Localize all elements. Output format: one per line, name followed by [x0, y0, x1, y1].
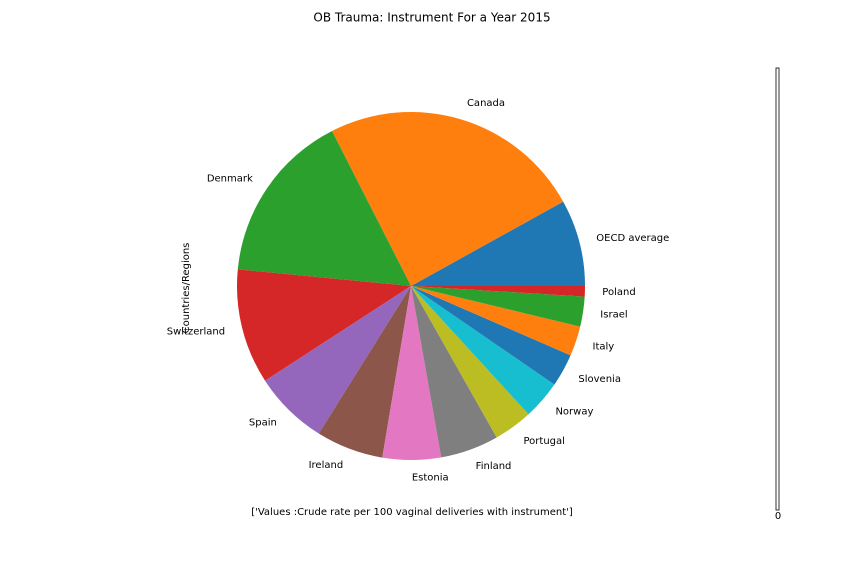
- y-axis-label: Countries/Regions: [181, 243, 192, 334]
- pie-slice: [382, 286, 442, 460]
- slice-label: Italy: [593, 342, 615, 353]
- pie-slice: [411, 286, 585, 297]
- slice-label: Denmark: [207, 173, 253, 184]
- slice-label: Ireland: [309, 460, 344, 471]
- chart-title: OB Trauma: Instrument For a Year 2015: [313, 11, 550, 25]
- slice-label: Norway: [555, 407, 593, 418]
- slice-label: Slovenia: [578, 374, 621, 385]
- slice-label: Spain: [249, 418, 277, 429]
- slice-label: Canada: [467, 98, 505, 109]
- slice-label: Portugal: [524, 436, 565, 447]
- pie-slice: [411, 286, 555, 415]
- pie-slice: [411, 286, 571, 385]
- slice-label: Switzerland: [167, 326, 225, 337]
- pie-slice: [332, 112, 564, 286]
- slice-label: Israel: [600, 309, 627, 320]
- pie-slice: [411, 286, 581, 356]
- pie-slice: [411, 286, 529, 438]
- slice-label: Poland: [602, 287, 635, 298]
- colorbar-tick-label: 0: [775, 511, 781, 522]
- pie-slice: [411, 286, 497, 458]
- colorbar: [775, 67, 780, 511]
- slice-label: Finland: [476, 461, 512, 472]
- slice-label: Estonia: [412, 472, 449, 483]
- pie-slice: [411, 201, 585, 286]
- slice-label: OECD average: [596, 233, 669, 244]
- pie-slice: [237, 269, 411, 381]
- pie-slice: [237, 130, 411, 286]
- pie-slice: [265, 286, 411, 434]
- pie-slice: [411, 286, 585, 327]
- pie-slice: [318, 286, 411, 458]
- note: ['Values :Crude rate per 100 vaginal del…: [251, 507, 573, 518]
